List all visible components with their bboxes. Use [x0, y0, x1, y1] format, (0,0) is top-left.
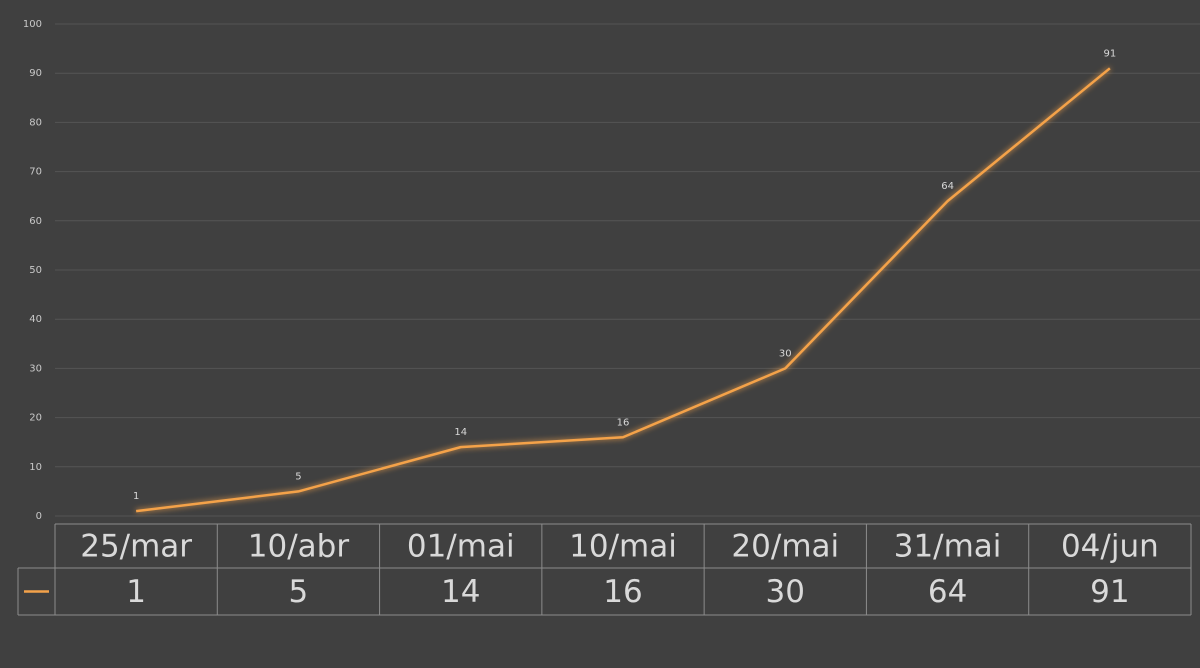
data-label: 5	[295, 471, 301, 482]
y-tick-label: 50	[29, 265, 42, 276]
x-tick-label: 25/mar	[80, 529, 192, 565]
table-value: 91	[1090, 574, 1129, 610]
y-tick-label: 60	[29, 216, 42, 227]
data-label: 1	[133, 491, 139, 502]
y-tick-label: 40	[29, 314, 42, 325]
y-tick-label: 90	[29, 68, 42, 79]
data-label: 64	[941, 181, 954, 192]
x-tick-label: 04/jun	[1061, 529, 1159, 565]
table-value: 64	[928, 574, 967, 610]
y-tick-label: 20	[29, 413, 42, 424]
x-tick-label: 10/abr	[248, 529, 350, 565]
x-tick-label: 10/mai	[569, 529, 677, 565]
table-value: 5	[289, 574, 309, 610]
table-value: 1	[126, 574, 146, 610]
y-tick-label: 30	[29, 363, 42, 374]
x-tick-label: 01/mai	[407, 529, 515, 565]
data-label: 30	[779, 348, 792, 359]
series-line	[135, 67, 1111, 513]
data-label: 91	[1103, 48, 1116, 59]
table-value: 30	[766, 574, 805, 610]
y-tick-label: 10	[29, 462, 42, 473]
data-label: 14	[454, 427, 467, 438]
data-label: 16	[617, 417, 630, 428]
y-tick-label: 70	[29, 167, 42, 178]
table-value: 14	[441, 574, 480, 610]
table-value: 16	[603, 574, 642, 610]
y-tick-label: 0	[36, 511, 42, 522]
x-tick-label: 31/mai	[894, 529, 1002, 565]
y-tick-label: 80	[29, 117, 42, 128]
x-tick-label: 20/mai	[731, 529, 839, 565]
y-tick-label: 100	[23, 19, 42, 30]
